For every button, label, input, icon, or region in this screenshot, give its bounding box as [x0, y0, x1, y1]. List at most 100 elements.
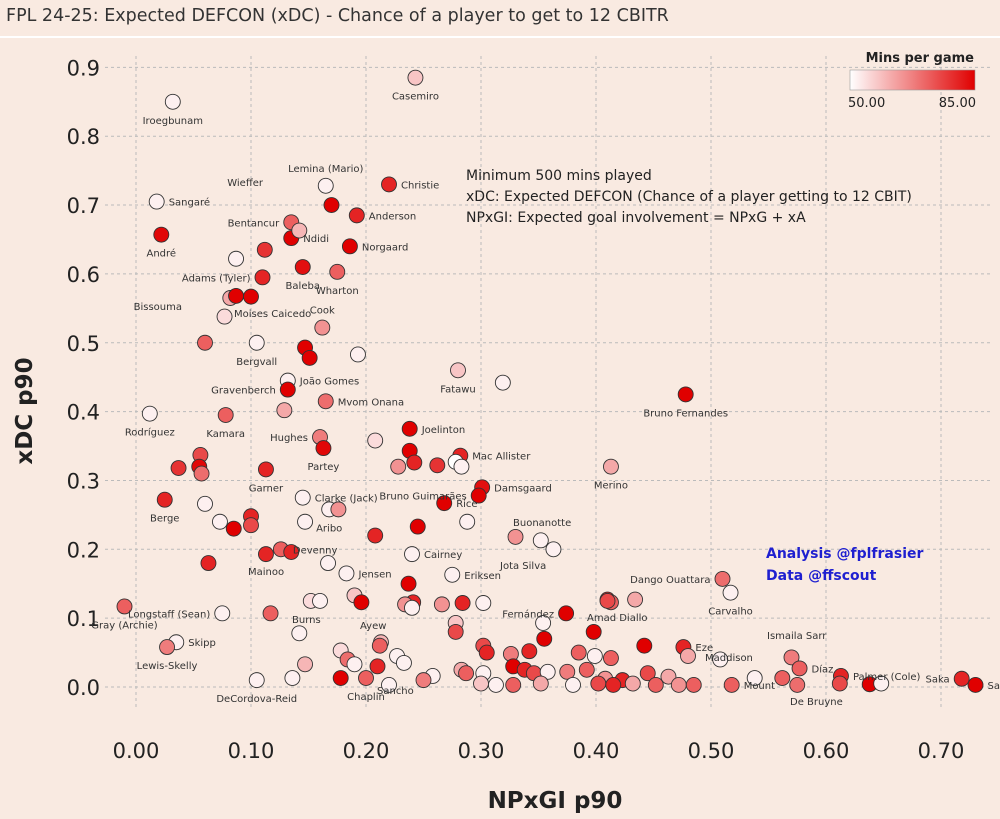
point-label: Hughes: [270, 433, 308, 444]
point-label: Iroegbunam: [143, 116, 203, 127]
scatter-point: [320, 555, 336, 572]
x-tick-label: 0.20: [343, 739, 390, 763]
x-tick-label: 0.70: [918, 739, 965, 763]
point-label: Mac Allister: [472, 452, 531, 463]
x-tick-label: 0.40: [573, 739, 620, 763]
scatter-point: [228, 250, 245, 267]
scatter-point: [475, 595, 492, 611]
note-npxgi-definition: NPxGI: Expected goal involvement = NPxG …: [466, 210, 806, 226]
scatter-point: [712, 651, 729, 668]
scatter-point: [636, 637, 653, 654]
scatter-point: [141, 405, 158, 422]
labels-layer: Casemiro Iroegbunam Lemina (Mario) Christie…: [91, 92, 1000, 708]
y-tick-label: 0.5: [67, 332, 100, 356]
point-label: Chaplin: [347, 692, 385, 703]
scatter-point: [532, 532, 549, 549]
scatter-point: [396, 654, 412, 671]
scatter-point: [159, 639, 176, 656]
scatter-point: [746, 670, 763, 686]
point-label: De Bruyne: [790, 697, 843, 708]
scatter-point: [193, 465, 210, 482]
point-label: Casemiro: [392, 92, 439, 103]
point-label: Aribo: [316, 523, 342, 534]
point-label: Devenny: [293, 545, 338, 556]
scatter-point: [214, 605, 231, 622]
scatter-point: [350, 346, 366, 363]
scatter-point: [685, 676, 702, 693]
scatter-point: [330, 501, 347, 518]
legend-gradient-bar: [849, 69, 976, 91]
scatter-point: [450, 362, 466, 379]
scatter-point: [535, 615, 552, 631]
scatter-point: [197, 334, 213, 351]
point-label: Lewis-Skelly: [137, 661, 198, 672]
scatter-chart: NPxGI p90 xDC p90 0.00 0.10 0.20 0.30 0.40 0.…: [12, 51, 1000, 814]
point-label: Adams (Tyler): [182, 273, 251, 284]
scatter-point: [323, 197, 340, 214]
scatter-point: [723, 676, 740, 693]
scatter-point: [291, 625, 308, 642]
scatter-point: [559, 663, 576, 680]
x-tick-label: 0.60: [803, 739, 850, 763]
y-tick-label: 0.3: [67, 469, 100, 493]
scatter-point: [156, 491, 173, 508]
scatter-point: [545, 541, 562, 558]
scatter-point: [409, 518, 426, 535]
y-tick-label: 0.0: [67, 676, 100, 700]
note-min-mins: Minimum 500 mins played: [466, 168, 652, 184]
scatter-point: [407, 69, 424, 86]
scatter-point: [258, 461, 274, 478]
x-tick-label: 0.50: [688, 739, 735, 763]
point-label: Wharton: [316, 286, 359, 297]
title-bar: FPL 24-25: Expected DEFCON (xDC) - Chanc…: [0, 0, 1000, 38]
scatter-point: [294, 489, 311, 506]
scatter-point: [624, 675, 641, 692]
point-label: Clarke (Jack): [315, 494, 378, 505]
point-label: Fatawu: [440, 384, 476, 395]
point-label: Garner: [249, 483, 284, 494]
point-label: Buonanotte: [513, 518, 571, 529]
point-label: Rice: [456, 499, 477, 510]
scatter-point: [381, 676, 397, 693]
scatter-point: [243, 517, 259, 534]
scatter-point: [197, 495, 213, 512]
scatter-point: [585, 623, 602, 640]
x-tick-label: 0.10: [228, 739, 275, 763]
scatter-point: [429, 457, 446, 474]
scatter-point: [647, 676, 664, 693]
scatter-point: [367, 432, 384, 449]
x-axis-label: NPxGI p90: [488, 788, 623, 814]
color-legend: Mins per game 50.00 85.00: [848, 51, 976, 111]
annotation-block: Minimum 500 mins played xDC: Expected DE…: [466, 168, 912, 226]
scatter-point: [415, 672, 432, 689]
scatter-point: [783, 649, 800, 666]
point-label: Amad Diallo: [587, 613, 648, 624]
scatter-point: [558, 605, 575, 622]
scatter-point: [401, 420, 418, 437]
scatter-point: [216, 308, 233, 325]
scatter-point: [458, 665, 474, 682]
point-label: Eze: [695, 643, 713, 654]
scatter-point: [371, 637, 388, 654]
credits: Analysis @fplfrasier Data @ffscout: [766, 546, 923, 584]
scatter-point: [400, 575, 417, 592]
point-label: Joelinton: [421, 425, 466, 436]
scatter-point: [332, 670, 349, 686]
point-label: Gravenberch: [211, 386, 276, 397]
point-label: Mvom Onana: [338, 397, 404, 408]
point-label: Longstaff (Sean): [128, 609, 210, 620]
scatter-point: [329, 263, 346, 280]
y-tick-label: 0.7: [67, 194, 100, 218]
scatter-point: [348, 207, 365, 224]
scatter-point: [791, 660, 808, 677]
point-label: Anderson: [369, 211, 416, 222]
scatter-point: [248, 672, 265, 689]
x-tick-label: 0.00: [113, 739, 160, 763]
scatter-point: [254, 269, 271, 286]
point-label: Sancho: [377, 686, 414, 697]
point-label: Lemina (Mario): [288, 164, 363, 175]
scatter-point: [789, 676, 806, 693]
y-tick-label: 0.1: [67, 607, 100, 631]
legend-max-label: 85.00: [939, 96, 976, 111]
point-label: Sangaré: [169, 197, 210, 209]
